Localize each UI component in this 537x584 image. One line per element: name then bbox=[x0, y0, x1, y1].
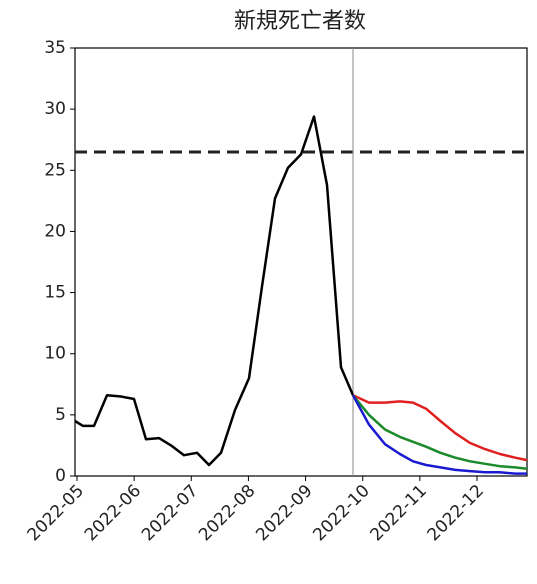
series-line bbox=[352, 394, 528, 462]
chart-title: 新規死亡者数 bbox=[234, 9, 366, 34]
x-tick-label: 2022-07 bbox=[138, 481, 202, 545]
series-line bbox=[351, 394, 527, 475]
y-tick-label: 10 bbox=[44, 344, 66, 364]
y-tick-label: 25 bbox=[44, 160, 66, 180]
x-tick-label: 2022-05 bbox=[24, 481, 88, 545]
x-tick-label: 2022-12 bbox=[424, 481, 488, 545]
y-tick-label: 20 bbox=[44, 221, 66, 241]
y-tick-label: 15 bbox=[44, 283, 66, 303]
x-tick-label: 2022-08 bbox=[195, 481, 259, 545]
series-line bbox=[74, 115, 355, 467]
plot-frame bbox=[74, 47, 528, 477]
y-tick-label: 35 bbox=[44, 38, 66, 58]
x-tick-label: 2022-06 bbox=[81, 481, 145, 545]
y-tick-label: 0 bbox=[55, 466, 66, 486]
x-tick-label: 2022-11 bbox=[367, 481, 431, 545]
y-tick-label: 5 bbox=[55, 405, 66, 425]
series-line bbox=[352, 394, 528, 470]
x-tick-label: 2022-09 bbox=[252, 481, 316, 545]
x-tick-label: 2022-10 bbox=[309, 481, 373, 545]
y-tick-label: 30 bbox=[44, 99, 66, 119]
